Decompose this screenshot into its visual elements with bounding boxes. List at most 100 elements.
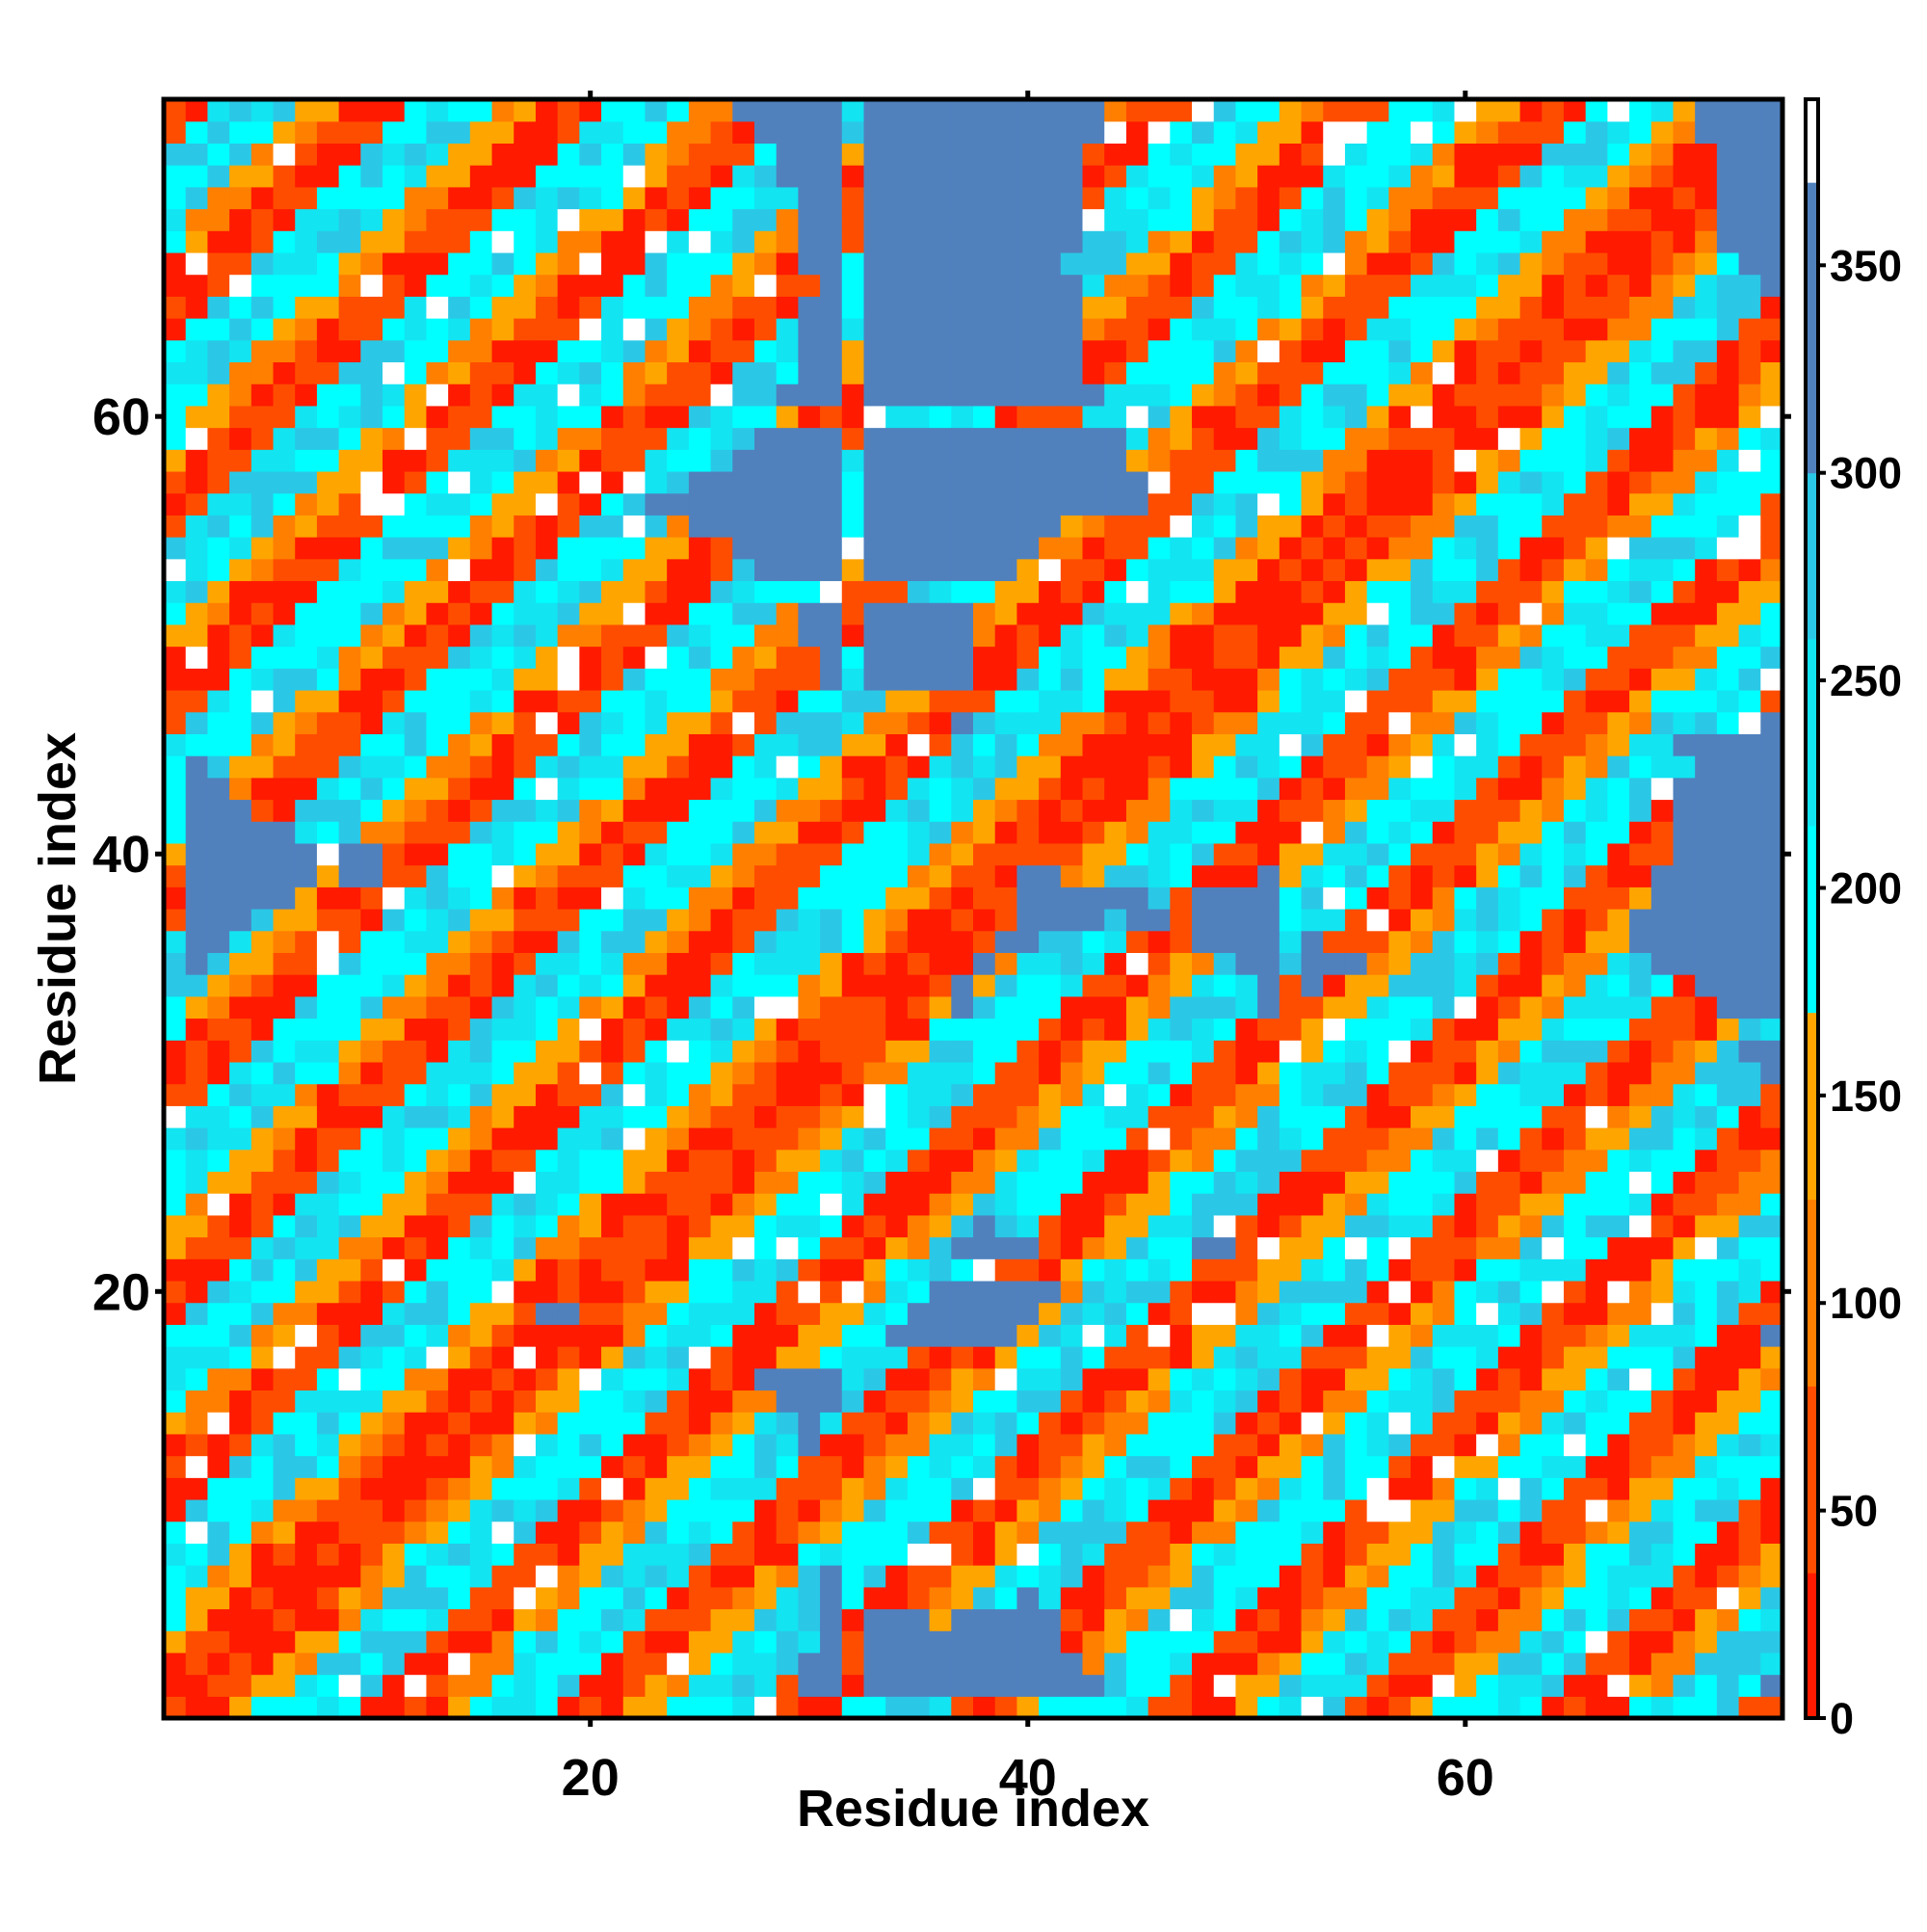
heatmap-cell — [994, 952, 1017, 975]
heatmap-cell — [994, 887, 1017, 910]
heatmap-cell — [1192, 1280, 1215, 1304]
heatmap-cell — [164, 1236, 187, 1259]
heatmap-cell — [316, 1412, 340, 1435]
heatmap-cell — [688, 1389, 712, 1413]
heatmap-cell — [1388, 558, 1412, 582]
heatmap-cell — [798, 165, 821, 188]
heatmap-cell — [1607, 230, 1630, 253]
heatmap-cell — [1476, 1543, 1499, 1566]
heatmap-cell — [1016, 1696, 1040, 1719]
heatmap-cell — [1519, 361, 1543, 384]
heatmap-cell — [1388, 186, 1412, 210]
heatmap-cell — [1301, 1280, 1324, 1304]
heatmap-cell — [207, 864, 230, 887]
heatmap-cell — [1629, 1214, 1652, 1238]
heatmap-cell — [1192, 361, 1215, 384]
heatmap-cell — [273, 623, 296, 648]
heatmap-cell — [841, 821, 865, 844]
heatmap-cell — [273, 1586, 296, 1610]
heatmap-cell — [622, 1258, 647, 1282]
heatmap-cell — [1148, 274, 1171, 297]
heatmap-cell — [383, 646, 406, 669]
heatmap-cell — [753, 208, 778, 231]
heatmap-cell — [1476, 339, 1499, 363]
heatmap-cell — [994, 668, 1017, 691]
heatmap-cell — [273, 755, 296, 779]
heatmap-cell — [383, 1652, 406, 1676]
heatmap-cell — [1039, 296, 1062, 319]
heatmap-cell — [469, 165, 493, 188]
heatmap-cell — [951, 1543, 974, 1566]
heatmap-cell — [841, 470, 865, 494]
heatmap-cell — [514, 120, 537, 144]
heatmap-cell — [710, 165, 733, 188]
heatmap-cell — [1060, 974, 1084, 997]
heatmap-cell — [207, 623, 230, 648]
heatmap-cell — [1213, 755, 1237, 779]
heatmap-cell — [1454, 909, 1477, 932]
heatmap-cell — [973, 1586, 996, 1610]
heatmap-cell — [732, 1040, 755, 1063]
heatmap-cell — [973, 1127, 996, 1151]
heatmap-cell — [1432, 165, 1456, 188]
heatmap-cell — [316, 909, 340, 932]
heatmap-cell — [338, 470, 361, 494]
heatmap-cell — [863, 777, 886, 801]
heatmap-cell — [776, 492, 799, 516]
heatmap-cell — [1497, 120, 1521, 144]
heatmap-cell — [1279, 1302, 1303, 1325]
heatmap-cell — [1016, 1149, 1040, 1173]
heatmap-cell — [1170, 296, 1193, 319]
heatmap-cell — [929, 1018, 952, 1041]
heatmap-cell — [207, 995, 230, 1019]
heatmap-cell — [951, 864, 974, 887]
heatmap-cell — [667, 165, 690, 188]
heatmap-cell — [1519, 1149, 1543, 1173]
heatmap-cell — [1039, 887, 1062, 910]
heatmap-cell — [688, 777, 712, 801]
heatmap-cell — [557, 864, 580, 887]
heatmap-cell — [338, 777, 361, 801]
heatmap-cell — [404, 1061, 428, 1085]
heatmap-cell — [1104, 1324, 1127, 1347]
heatmap-cell — [514, 1324, 537, 1347]
heatmap-cell — [448, 1127, 471, 1151]
heatmap-cell — [316, 1149, 340, 1173]
heatmap-cell — [1563, 1214, 1587, 1238]
heatmap-cell — [229, 1455, 252, 1478]
heatmap-cell — [951, 974, 974, 997]
heatmap-cell — [1016, 1171, 1040, 1194]
heatmap-cell — [448, 120, 471, 144]
heatmap-cell — [973, 668, 996, 691]
heatmap-cell — [1323, 186, 1346, 210]
heatmap-cell — [645, 1412, 668, 1435]
heatmap-cell — [229, 1018, 252, 1041]
heatmap-cell — [1607, 821, 1630, 844]
heatmap-cell — [994, 1149, 1017, 1173]
heatmap-cell — [557, 120, 580, 144]
heatmap-cell — [820, 1521, 843, 1544]
heatmap-cell — [535, 1127, 559, 1151]
heatmap-cell — [1629, 1586, 1652, 1610]
heatmap-cell — [776, 120, 799, 144]
heatmap-cell — [907, 405, 931, 429]
heatmap-cell — [1629, 909, 1652, 932]
heatmap-cell — [1366, 361, 1389, 384]
heatmap-cell — [185, 208, 208, 231]
heatmap-cell — [863, 1367, 886, 1391]
heatmap-cell — [1301, 799, 1324, 822]
heatmap-cell — [207, 1280, 230, 1304]
heatmap-cell — [404, 339, 428, 363]
heatmap-cell — [1607, 1696, 1630, 1719]
heatmap-cell — [1235, 296, 1258, 319]
heatmap-cell — [1497, 1608, 1521, 1631]
heatmap-cell — [1301, 1521, 1324, 1544]
heatmap-cell — [229, 318, 252, 341]
heatmap-cell — [1585, 251, 1608, 276]
heatmap-cell — [164, 165, 187, 188]
heatmap-cell — [929, 449, 952, 472]
heatmap-cell — [1411, 1171, 1434, 1194]
heatmap-cell — [426, 339, 449, 363]
heatmap-cell — [1323, 1346, 1346, 1369]
heatmap-cell — [273, 646, 296, 669]
